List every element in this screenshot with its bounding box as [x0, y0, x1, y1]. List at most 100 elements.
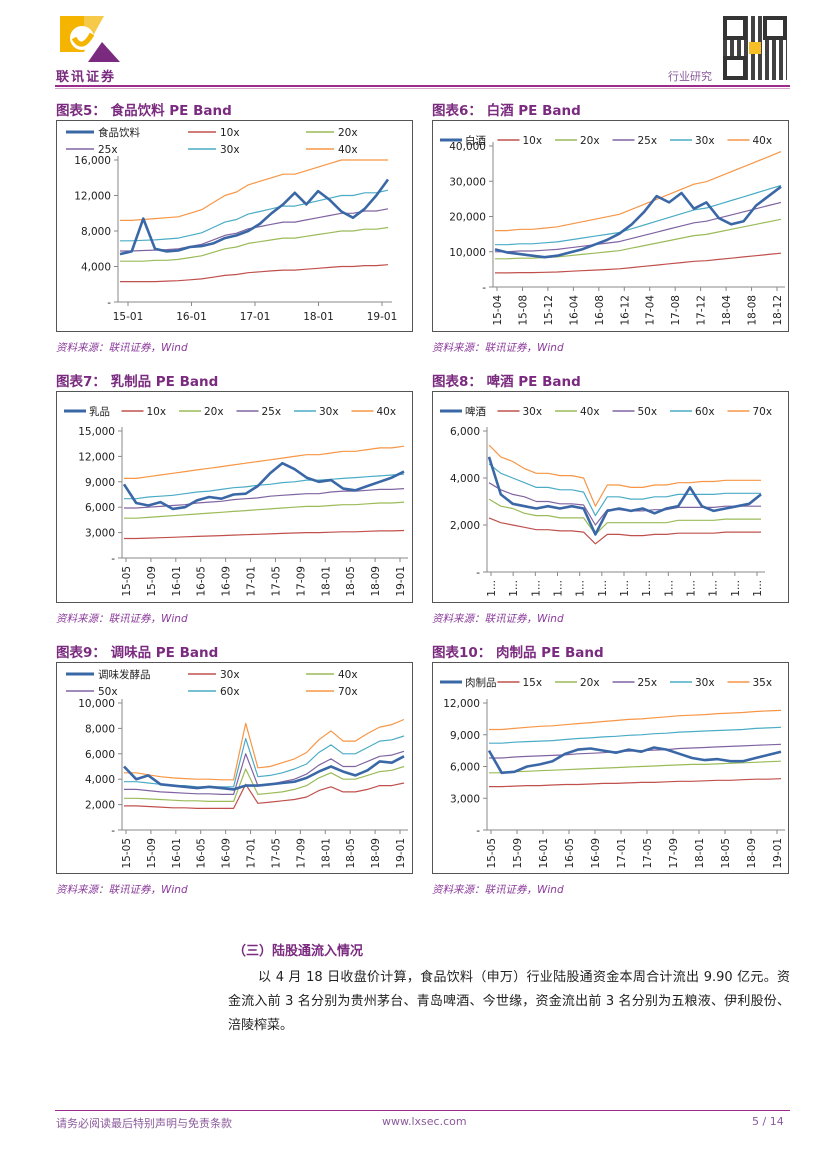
- x-tick-label: 15-04: [492, 295, 504, 326]
- x-tick-label: 16-05: [196, 566, 208, 597]
- x-tick-label: 17-05: [642, 838, 654, 869]
- legend-item: 10x: [497, 135, 543, 147]
- legend-item: 30x: [497, 406, 543, 418]
- qr-code[interactable]: [723, 16, 787, 80]
- svg-text:25x: 25x: [638, 135, 658, 147]
- svg-text:10x: 10x: [523, 135, 543, 147]
- y-tick-label: -: [482, 282, 486, 294]
- svg-text:25x: 25x: [98, 144, 118, 156]
- legend-item: 20x: [179, 406, 224, 418]
- svg-text:50x: 50x: [98, 686, 118, 698]
- footer-disclaimer[interactable]: 请务必阅读最后特别声明与免责条款: [56, 1117, 232, 1130]
- figure-title: 图表10： 肉制品 PE Band: [432, 645, 604, 661]
- figure-title: 图表6： 白酒 PE Band: [432, 103, 581, 119]
- x-tick-label: 18-08: [747, 295, 759, 326]
- x-tick-label: 16-01: [538, 838, 550, 869]
- svg-text:70x: 70x: [338, 686, 358, 698]
- legend-item: 30x: [188, 144, 240, 156]
- figure-title: 图表9： 调味品 PE Band: [56, 645, 219, 661]
- y-tick-label: -: [111, 825, 115, 837]
- x-tick-label: 1...: [686, 580, 698, 597]
- series-line-60x: [488, 463, 761, 517]
- x-tick-label: 18-05: [345, 566, 357, 597]
- svg-text:食品饮料: 食品饮料: [98, 126, 140, 139]
- x-tick-label: 19-01: [395, 566, 407, 597]
- legend-item: 30x: [670, 135, 715, 147]
- x-tick-label: 17-08: [670, 295, 682, 326]
- series-line-20x: [495, 218, 782, 260]
- legend-item: 25x: [236, 406, 281, 418]
- y-tick-label: 2,000: [450, 520, 480, 532]
- svg-text:30x: 30x: [523, 406, 543, 418]
- svg-text:40x: 40x: [338, 669, 358, 681]
- x-tick-label: 18-09: [370, 566, 382, 597]
- x-tick-label: 16-12: [619, 295, 631, 326]
- x-tick-label: 1...: [708, 580, 720, 597]
- series-line-60x: [124, 735, 405, 788]
- y-tick-label: -: [476, 567, 480, 579]
- company-name: 联讯证券: [56, 70, 117, 85]
- svg-text:40x: 40x: [377, 406, 397, 418]
- x-tick-label: 15-08: [517, 295, 529, 326]
- y-tick-label: 12,000: [74, 191, 111, 203]
- x-tick-label: 18-01: [694, 838, 706, 869]
- series-line-index: [122, 461, 405, 511]
- legend-item: 35x: [727, 677, 773, 689]
- y-tick-label: 10,000: [449, 247, 486, 259]
- x-tick-label: 19-01: [395, 838, 407, 869]
- y-tick-label: 12,000: [443, 698, 480, 710]
- x-tick-label: 19-01: [367, 311, 398, 323]
- x-tick-label: 15-05: [486, 838, 498, 869]
- legend-item: 40x: [727, 135, 772, 147]
- figure-title: 图表7： 乳制品 PE Band: [56, 374, 219, 390]
- svg-text:35x: 35x: [753, 677, 773, 689]
- y-tick-label: 30,000: [449, 176, 486, 188]
- y-tick-label: 4,000: [85, 774, 115, 786]
- chart-frame: [432, 120, 789, 332]
- y-tick-label: 3,000: [450, 793, 480, 805]
- legend-item: 肉制品: [440, 676, 497, 689]
- legend-item: 30x: [670, 677, 715, 689]
- figure-source: 资料来源：联讯证券，Wind: [56, 342, 188, 354]
- x-tick-label: 16-09: [221, 838, 233, 869]
- y-tick-label: 8,000: [81, 226, 111, 238]
- series-line-index: [494, 185, 782, 259]
- legend-item: 50x: [66, 686, 118, 698]
- series-line-30x: [120, 189, 389, 242]
- series-line-30x: [488, 517, 761, 545]
- y-tick-label: -: [476, 825, 480, 837]
- header-rule: [55, 85, 790, 87]
- series-line-50x: [488, 482, 761, 526]
- series-line-index: [487, 746, 782, 775]
- svg-text:肉制品: 肉制品: [465, 676, 497, 689]
- legend-item: 40x: [306, 144, 358, 156]
- figure-source: 资料来源：联讯证券，Wind: [432, 342, 564, 354]
- svg-text:15x: 15x: [523, 677, 543, 689]
- svg-text:调味发酵品: 调味发酵品: [98, 668, 151, 681]
- x-tick-label: 1...: [508, 580, 520, 597]
- footer-website[interactable]: www.lxsec.com: [382, 1115, 467, 1128]
- x-tick-label: 17-01: [246, 838, 258, 869]
- figure-title: 图表5： 食品饮料 PE Band: [56, 103, 232, 119]
- x-tick-label: 19-01: [772, 838, 784, 869]
- section-title: （三）陆股通流入情况: [233, 944, 364, 959]
- x-tick-label: 15-12: [543, 295, 555, 326]
- x-tick-label: 16-04: [568, 295, 580, 326]
- legend-item: 30x: [294, 406, 339, 418]
- pe-band-chart: 调味发酵品 30x 40x 50x 60x 70x - 2,000 4,000 6,000 8,00…: [66, 668, 408, 869]
- x-tick-label: 15-01: [113, 311, 144, 323]
- svg-text:30x: 30x: [695, 677, 715, 689]
- legend-item: 白酒: [440, 134, 486, 147]
- x-tick-label: 16-01: [171, 838, 183, 869]
- pe-band-chart: 乳品 10x 20x 25x 30x 40x - 3,000 6,000 9,000 12,000 1…: [64, 405, 408, 597]
- series-line-index: [123, 755, 405, 791]
- x-tick-label: 18-01: [303, 311, 334, 323]
- series-line-40x: [495, 151, 782, 232]
- y-tick-label: 8,000: [85, 723, 115, 735]
- figure-title: 图表8： 啤酒 PE Band: [432, 374, 581, 390]
- series-line-70x: [488, 444, 761, 507]
- x-tick-label: 17-01: [616, 838, 628, 869]
- legend-item: 25x: [612, 677, 657, 689]
- x-tick-label: 18-12: [772, 295, 784, 326]
- legend-item: 70x: [306, 686, 358, 698]
